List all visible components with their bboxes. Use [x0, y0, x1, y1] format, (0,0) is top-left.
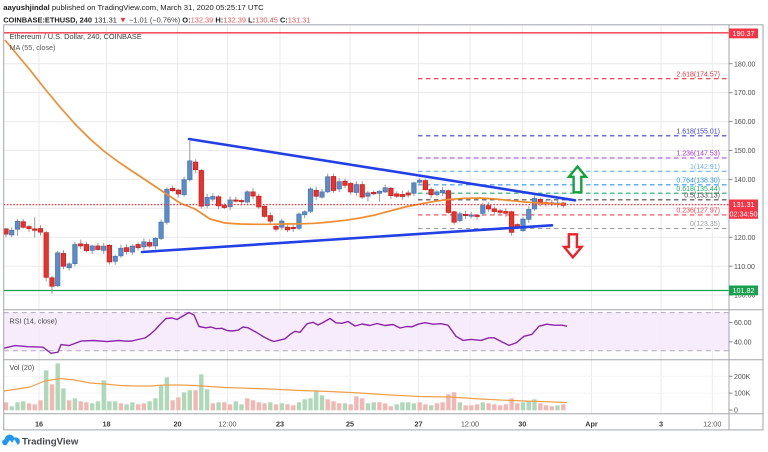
svg-text:1.618(155.01): 1.618(155.01)	[676, 129, 720, 136]
svg-text:190.37: 190.37	[733, 29, 755, 38]
svg-text:140.00: 140.00	[734, 177, 756, 184]
svg-text:02:34:50: 02:34:50	[730, 210, 758, 219]
svg-text:27: 27	[414, 420, 422, 429]
svg-text:100.00: 100.00	[734, 293, 756, 300]
svg-text:180.00: 180.00	[734, 61, 756, 68]
svg-text:160.00: 160.00	[734, 119, 756, 126]
svg-text:20: 20	[173, 420, 181, 429]
svg-text:12:00: 12:00	[218, 420, 236, 429]
svg-text:30: 30	[518, 420, 526, 429]
svg-text:TradingView: TradingView	[22, 436, 79, 447]
svg-text:18: 18	[102, 420, 110, 429]
svg-text:Apr: Apr	[585, 420, 598, 429]
svg-text:Ethereum / U.S. Dollar, 240, C: Ethereum / U.S. Dollar, 240, COINBASE	[10, 32, 142, 41]
svg-text:RSI (14, close): RSI (14, close)	[10, 316, 58, 325]
svg-text:aayushjindal published on Trad: aayushjindal published on TradingView.co…	[3, 3, 264, 12]
svg-text:3: 3	[659, 420, 663, 429]
svg-text:60.00: 60.00	[734, 320, 752, 327]
svg-text:40.00: 40.00	[734, 339, 752, 346]
svg-text:16: 16	[35, 420, 43, 429]
svg-text:110.00: 110.00	[734, 264, 755, 271]
svg-text:101.82: 101.82	[733, 286, 755, 295]
svg-text:12:00: 12:00	[703, 420, 721, 429]
svg-text:0: 0	[734, 408, 738, 415]
svg-text:COINBASE:ETHUSD, 240 131.31 ▼: COINBASE:ETHUSD, 240 131.31 ▼ −1.01 (−0.…	[3, 15, 310, 24]
svg-text:12:00: 12:00	[461, 420, 479, 429]
svg-text:0(123.35): 0(123.35)	[690, 221, 720, 228]
svg-text:1.236(147.53): 1.236(147.53)	[676, 151, 720, 158]
svg-text:1(142.91): 1(142.91)	[690, 164, 720, 171]
svg-text:0.764(138.30): 0.764(138.30)	[676, 178, 720, 185]
svg-text:2.618(174.57): 2.618(174.57)	[676, 71, 720, 78]
svg-text:25: 25	[346, 420, 354, 429]
svg-text:23: 23	[276, 420, 284, 429]
svg-text:0.5(133.13): 0.5(133.13)	[684, 193, 720, 200]
svg-text:131.31: 131.31	[733, 200, 755, 209]
svg-text:150.00: 150.00	[734, 148, 756, 155]
svg-text:100K: 100K	[734, 391, 751, 398]
svg-text:0.236(127.97): 0.236(127.97)	[676, 208, 720, 215]
svg-text:200K: 200K	[734, 374, 751, 381]
svg-text:MA (55, close): MA (55, close)	[10, 43, 56, 52]
svg-text:170.00: 170.00	[734, 90, 756, 97]
svg-text:Vol (20): Vol (20)	[10, 363, 35, 372]
svg-text:120.00: 120.00	[734, 235, 756, 242]
svg-text:0.618(135.44): 0.618(135.44)	[676, 186, 720, 193]
